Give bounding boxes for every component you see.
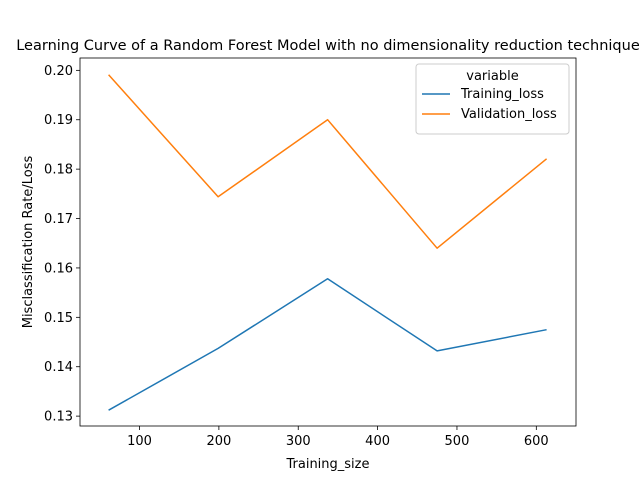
y-tick-label: 0.13 [44,410,73,425]
y-tick-label: 0.19 [44,113,73,128]
x-tick-label: 100 [127,434,152,449]
y-axis-label: Misclassification Rate/Loss [21,156,36,329]
y-tick-label: 0.16 [44,261,73,276]
x-tick-label: 500 [445,434,470,449]
y-tick-label: 0.17 [44,212,73,227]
y-axis: 0.13 0.14 0.15 0.16 0.17 0.18 0.19 0.20 [44,64,80,425]
series-line-0 [108,278,547,411]
x-tick-label: 200 [206,434,231,449]
x-tick-label: 300 [286,434,311,449]
series-line-1 [108,74,548,249]
plot-lines [108,74,548,411]
x-tick-label: 400 [365,434,390,449]
legend-label-1: Validation_loss [461,107,557,122]
chart-title: Learning Curve of a Random Forest Model … [16,38,640,54]
legend-box [415,63,570,135]
x-axis-label: Training_size [285,457,369,472]
legend-label-0: Training_loss [460,87,544,102]
plot-frame [79,57,577,427]
y-tick-label: 0.20 [44,64,73,79]
x-axis: 100 200 300 400 500 600 [127,426,549,449]
legend: variable Training_loss Validation_loss [415,63,570,135]
y-tick-label: 0.18 [44,163,73,178]
y-tick-label: 0.14 [44,360,73,375]
y-tick-label: 0.15 [44,311,73,326]
x-tick-label: 600 [524,434,549,449]
legend-entries: Training_loss Validation_loss [422,87,557,122]
legend-title: variable [466,69,518,84]
